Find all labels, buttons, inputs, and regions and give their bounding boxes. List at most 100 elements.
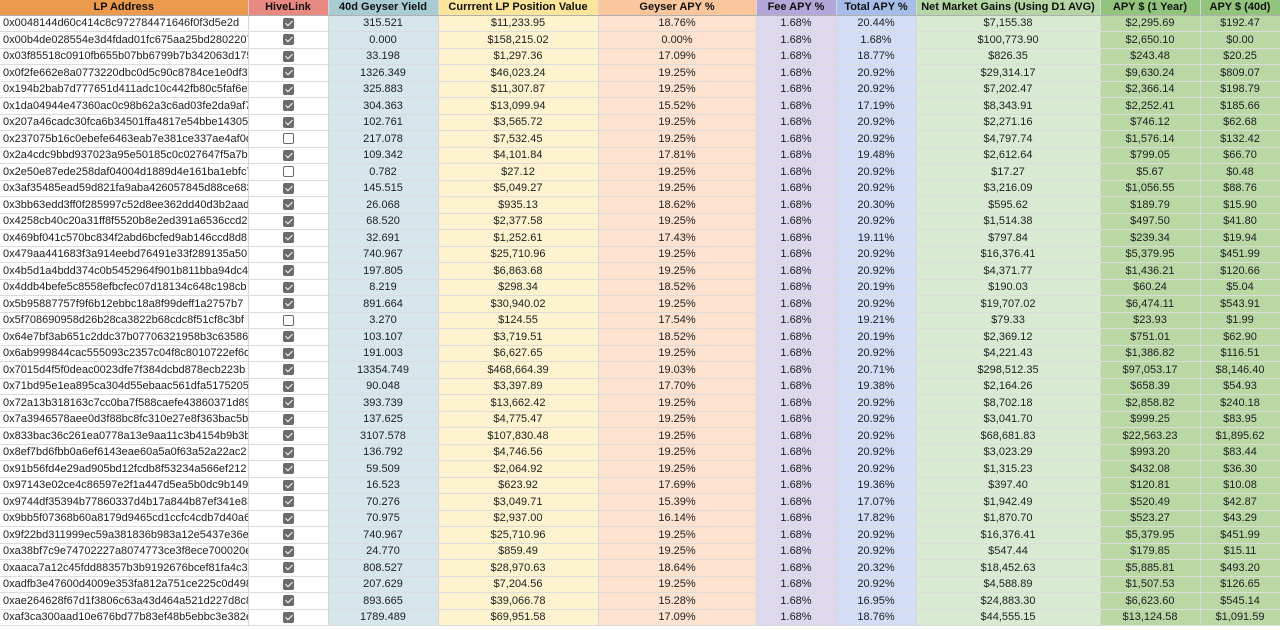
lp-address-cell[interactable]: 0x8ef7bd6fbb0a6ef6143eae60a5a0f63a52a22a… <box>0 444 249 461</box>
apy-usd-40d-cell[interactable]: $43.29 <box>1200 510 1280 527</box>
geyser-apy-cell[interactable]: 17.70% <box>598 378 757 395</box>
geyser-apy-cell[interactable]: 19.25% <box>598 394 757 412</box>
apy-usd-1-year-cell[interactable]: $5,885.81 <box>1100 559 1201 577</box>
apy-usd-40d-cell[interactable]: $240.18 <box>1200 394 1280 412</box>
apy-usd-40d-cell[interactable]: $543.91 <box>1200 295 1280 313</box>
net-market-gains-cell[interactable]: $1,870.70 <box>916 510 1101 527</box>
hivelink-checkbox[interactable] <box>282 380 294 392</box>
apy-usd-1-year-cell[interactable]: $239.34 <box>1100 229 1201 247</box>
hivelink-cell[interactable] <box>248 15 329 32</box>
geyser-apy-cell[interactable]: 18.52% <box>598 279 757 296</box>
lp-address-cell[interactable]: 0x64e7bf3ab651c2ddc37b07706321958b3c6358… <box>0 328 249 346</box>
apy-usd-1-year-cell[interactable]: $2,650.10 <box>1100 31 1201 49</box>
apy-usd-1-year-cell[interactable]: $751.01 <box>1100 328 1201 346</box>
apy-usd-40d-cell[interactable]: $66.70 <box>1200 147 1280 164</box>
lp-position-value-cell[interactable]: $4,775.47 <box>438 411 599 428</box>
geyser-apy-cell[interactable]: 19.25% <box>598 81 757 98</box>
apy-usd-40d-cell[interactable]: $15.11 <box>1200 543 1280 560</box>
apy-usd-40d-cell[interactable]: $192.47 <box>1200 15 1280 32</box>
apy-usd-1-year-cell[interactable]: $520.49 <box>1100 493 1201 511</box>
apy-usd-40d-cell[interactable]: $451.99 <box>1200 526 1280 544</box>
net-market-gains-cell[interactable]: $7,155.38 <box>916 15 1101 32</box>
fee-apy-cell[interactable]: 1.68% <box>756 345 837 362</box>
fee-apy-cell[interactable]: 1.68% <box>756 510 837 527</box>
apy-usd-40d-cell[interactable]: $10.08 <box>1200 477 1280 494</box>
lp-position-value-cell[interactable]: $1,252.61 <box>438 229 599 247</box>
lp-position-value-cell[interactable]: $46,023.24 <box>438 64 599 82</box>
apy-usd-1-year-cell[interactable]: $23.93 <box>1100 312 1201 329</box>
fee-apy-cell[interactable]: 1.68% <box>756 97 837 115</box>
geyser-apy-cell[interactable]: 0.00% <box>598 31 757 49</box>
fee-apy-cell[interactable]: 1.68% <box>756 295 837 313</box>
apy-usd-1-year-cell[interactable]: $179.85 <box>1100 543 1201 560</box>
total-apy-cell[interactable]: 20.92% <box>836 246 917 263</box>
col-header-total-apy[interactable]: Total APY % <box>836 0 917 16</box>
apy-usd-1-year-cell[interactable]: $497.50 <box>1100 213 1201 230</box>
net-market-gains-cell[interactable]: $16,376.41 <box>916 526 1101 544</box>
apy-usd-1-year-cell[interactable]: $999.25 <box>1100 411 1201 428</box>
hivelink-checkbox[interactable] <box>282 545 294 557</box>
apy-usd-1-year-cell[interactable]: $120.81 <box>1100 477 1201 494</box>
hivelink-checkbox[interactable] <box>282 298 294 310</box>
geyser-apy-cell[interactable]: 18.64% <box>598 559 757 577</box>
hivelink-cell[interactable] <box>248 526 329 544</box>
geyser-apy-cell[interactable]: 15.39% <box>598 493 757 511</box>
geyser-apy-cell[interactable]: 19.25% <box>598 295 757 313</box>
apy-usd-40d-cell[interactable]: $83.95 <box>1200 411 1280 428</box>
apy-usd-1-year-cell[interactable]: $189.79 <box>1100 196 1201 214</box>
apy-usd-40d-cell[interactable]: $8,146.40 <box>1200 361 1280 379</box>
hivelink-checkbox[interactable] <box>282 232 294 244</box>
net-market-gains-cell[interactable]: $4,797.74 <box>916 130 1101 148</box>
lp-address-cell[interactable]: 0x0f2fe662e8a0773220dbc0d5c90c8784ce1e0d… <box>0 64 249 82</box>
apy-usd-40d-cell[interactable]: $19.94 <box>1200 229 1280 247</box>
lp-address-cell[interactable]: 0x4b5d1a4bdd374c0b5452964f901b811bba94dc… <box>0 262 249 280</box>
geyser-yield-cell[interactable]: 8.219 <box>328 279 439 296</box>
lp-address-cell[interactable]: 0x469bf041c570bc834f2abd6bcfed9ab146ccd8… <box>0 229 249 247</box>
total-apy-cell[interactable]: 20.19% <box>836 328 917 346</box>
geyser-apy-cell[interactable]: 19.25% <box>598 460 757 478</box>
geyser-yield-cell[interactable]: 59.509 <box>328 460 439 478</box>
apy-usd-1-year-cell[interactable]: $97,053.17 <box>1100 361 1201 379</box>
apy-usd-40d-cell[interactable]: $42.87 <box>1200 493 1280 511</box>
hivelink-cell[interactable] <box>248 361 329 379</box>
hivelink-checkbox[interactable] <box>282 83 294 95</box>
lp-address-cell[interactable]: 0x4ddb4befe5c8558efbcfec07d18134c648c198… <box>0 279 249 296</box>
fee-apy-cell[interactable]: 1.68% <box>756 147 837 164</box>
hivelink-checkbox[interactable] <box>282 463 294 475</box>
lp-address-cell[interactable]: 0x2e50e87ede258daf04004d1889d4e161ba1ebf… <box>0 163 249 181</box>
hivelink-checkbox[interactable] <box>282 314 294 326</box>
hivelink-cell[interactable] <box>248 246 329 263</box>
apy-usd-1-year-cell[interactable]: $1,436.21 <box>1100 262 1201 280</box>
hivelink-checkbox[interactable] <box>282 166 294 178</box>
fee-apy-cell[interactable]: 1.68% <box>756 196 837 214</box>
apy-usd-1-year-cell[interactable]: $6,623.60 <box>1100 592 1201 610</box>
fee-apy-cell[interactable]: 1.68% <box>756 246 837 263</box>
total-apy-cell[interactable]: 20.32% <box>836 559 917 577</box>
net-market-gains-cell[interactable]: $18,452.63 <box>916 559 1101 577</box>
lp-position-value-cell[interactable]: $30,940.02 <box>438 295 599 313</box>
fee-apy-cell[interactable]: 1.68% <box>756 328 837 346</box>
lp-position-value-cell[interactable]: $11,233.95 <box>438 15 599 32</box>
lp-position-value-cell[interactable]: $27.12 <box>438 163 599 181</box>
hivelink-cell[interactable] <box>248 477 329 494</box>
fee-apy-cell[interactable]: 1.68% <box>756 48 837 65</box>
fee-apy-cell[interactable]: 1.68% <box>756 493 837 511</box>
apy-usd-1-year-cell[interactable]: $60.24 <box>1100 279 1201 296</box>
fee-apy-cell[interactable]: 1.68% <box>756 361 837 379</box>
lp-address-cell[interactable]: 0x91b56fd4e29ad905bd12fcdb8f53234a566ef2… <box>0 460 249 478</box>
hivelink-checkbox[interactable] <box>282 479 294 491</box>
hivelink-checkbox[interactable] <box>282 281 294 293</box>
apy-usd-1-year-cell[interactable]: $2,366.14 <box>1100 81 1201 98</box>
lp-position-value-cell[interactable]: $25,710.96 <box>438 526 599 544</box>
geyser-apy-cell[interactable]: 16.14% <box>598 510 757 527</box>
geyser-yield-cell[interactable]: 740.967 <box>328 246 439 263</box>
total-apy-cell[interactable]: 20.92% <box>836 130 917 148</box>
hivelink-cell[interactable] <box>248 81 329 98</box>
lp-address-cell[interactable]: 0x7a3946578aee0d3f88bc8fc310e27e8f363bac… <box>0 411 249 428</box>
lp-position-value-cell[interactable]: $28,970.63 <box>438 559 599 577</box>
col-header-hivelink[interactable]: HiveLink <box>248 0 329 16</box>
hivelink-cell[interactable] <box>248 48 329 65</box>
apy-usd-1-year-cell[interactable]: $799.05 <box>1100 147 1201 164</box>
geyser-apy-cell[interactable]: 18.76% <box>598 15 757 32</box>
geyser-yield-cell[interactable]: 1789.489 <box>328 609 439 626</box>
